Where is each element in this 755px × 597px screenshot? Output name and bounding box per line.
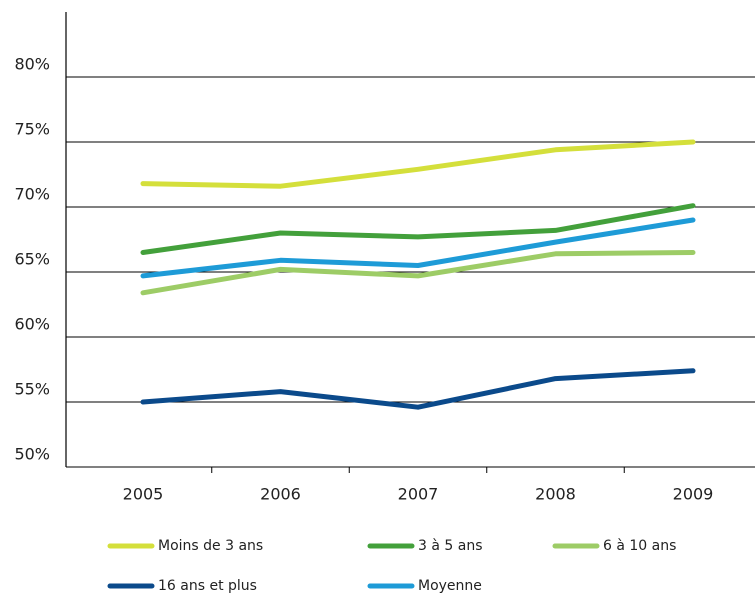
- y-tick-label: 75%: [14, 120, 50, 139]
- series-line: [140, 139, 696, 189]
- x-tick-label: 2005: [123, 485, 164, 504]
- y-tick-label: 80%: [14, 55, 50, 74]
- legend-label: 3 à 5 ans: [418, 538, 483, 554]
- y-tick-label: 70%: [14, 185, 50, 204]
- y-tick-label: 55%: [14, 380, 50, 399]
- x-tick-label: 2006: [260, 485, 301, 504]
- y-tick-label: 60%: [14, 315, 50, 334]
- series-line: [140, 203, 696, 255]
- y-tick-label: 50%: [14, 445, 50, 464]
- legend-label: Moyenne: [418, 578, 482, 594]
- x-tick-label: 2008: [535, 485, 576, 504]
- legend-label: 6 à 10 ans: [603, 538, 676, 554]
- legend-label: Moins de 3 ans: [158, 538, 263, 554]
- series-line: [140, 217, 696, 279]
- series-line: [140, 368, 696, 410]
- legend-label: 16 ans et plus: [158, 578, 257, 594]
- series-line: [140, 250, 696, 296]
- x-tick-label: 2009: [673, 485, 714, 504]
- y-tick-label: 65%: [14, 250, 50, 269]
- x-tick-label: 2007: [398, 485, 439, 504]
